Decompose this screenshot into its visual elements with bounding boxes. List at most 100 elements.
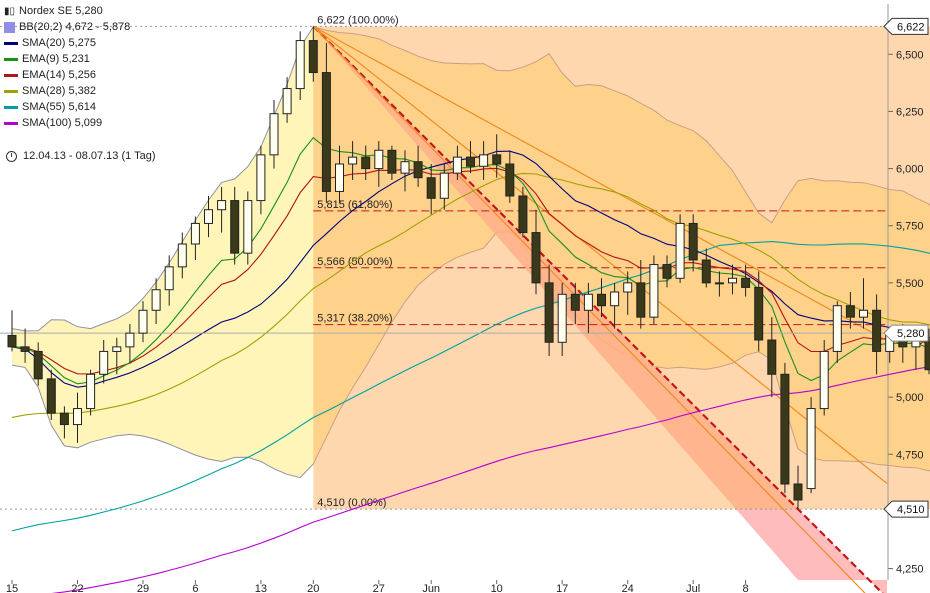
fan-line-1 [313, 25, 888, 342]
candle-body-30 [400, 161, 410, 174]
candle-44 [583, 282, 593, 334]
candle-body-11 [151, 289, 161, 311]
period-info: 12.04.13 - 08.07.13 (1 Tag) [6, 150, 156, 162]
candle-37 [492, 134, 502, 178]
candle-body-62 [819, 350, 829, 410]
clock-icon [6, 150, 17, 162]
candle-body-18 [243, 200, 253, 254]
channel-lower-line [312, 25, 884, 593]
fib-label-0: 6,622 (100.00%) [317, 14, 398, 26]
legend-label-bb: BB(20,2) 4,672 - 5,878 [19, 21, 131, 33]
sma28-line [11, 172, 930, 418]
legend-swatch-bb [4, 21, 15, 33]
x-tick-label-12: 8 [743, 583, 749, 593]
candle-58 [767, 317, 777, 398]
fib-label-3: 5,317 (38.20%) [317, 313, 392, 325]
candle-body-6 [86, 373, 96, 410]
legend-swatch-sma28 [4, 89, 18, 93]
candle-32 [426, 164, 436, 215]
candle-61 [806, 397, 816, 494]
candle-5 [73, 392, 82, 443]
y-tick-label-8: 4,250 [896, 564, 924, 576]
ema14-line [11, 167, 930, 375]
period-label: 12.04.13 - 08.07.13 (1 Tag) [23, 150, 156, 162]
candle-31 [413, 145, 423, 187]
candle-body-57 [754, 286, 764, 341]
candle-55 [728, 264, 737, 295]
candle-body-12 [164, 266, 174, 291]
fib-label-4: 4,510 (0.00%) [317, 497, 386, 509]
candle-56 [741, 264, 751, 297]
candle-body-25 [335, 163, 344, 192]
x-tick-label-5: 20 [307, 583, 319, 593]
legend-sma20[interactable]: SMA(20) 5,275 [4, 35, 130, 51]
candle-53 [701, 248, 711, 288]
candle-body-43 [570, 293, 580, 311]
candle-body-58 [767, 339, 777, 375]
candle-body-37 [492, 154, 502, 165]
candle-body-9 [125, 332, 135, 348]
candle-body-1 [20, 346, 30, 352]
candle-body-22 [295, 40, 305, 90]
candle-50 [662, 255, 672, 288]
fib-label-2: 5,566 (50.00%) [317, 256, 392, 268]
candle-body-50 [662, 264, 672, 279]
legend-sma28[interactable]: SMA(28) 5,382 [4, 83, 130, 99]
legend-sma55[interactable]: SMA(55) 5,614 [4, 99, 130, 115]
candle-65 [859, 278, 868, 329]
y-tick-label-6: 5,000 [896, 392, 924, 404]
candle-body-47 [623, 282, 633, 293]
candle-body-54 [714, 282, 724, 285]
candle-body-35 [466, 156, 475, 167]
x-tick-label-2: 29 [137, 583, 149, 593]
candle-3 [46, 369, 56, 420]
candle-body-26 [348, 156, 358, 165]
candle-22 [295, 31, 305, 100]
legend-ema14[interactable]: EMA(14) 5,256 [4, 67, 130, 83]
candle-body-52 [688, 222, 698, 261]
candle-18 [243, 191, 253, 265]
candle-body-17 [230, 200, 240, 254]
candle-body-8 [112, 346, 122, 352]
fan-line-2 [312, 25, 888, 484]
candle-16 [217, 186, 227, 233]
candle-body-21 [282, 88, 292, 115]
candle-70 [924, 328, 930, 375]
price-tag-label-2: 4,510 [897, 504, 925, 516]
candle-57 [754, 271, 764, 352]
candle-28 [374, 141, 384, 187]
candle-body-32 [426, 177, 436, 199]
candle-47 [623, 271, 633, 315]
legend-swatch-sma100 [4, 121, 18, 125]
legend-bb[interactable]: BB(20,2) 4,672 - 5,878 [4, 19, 130, 35]
legend-ema9[interactable]: EMA(9) 5,231 [4, 51, 130, 67]
chart-legend: ▮▯ Nordex SE 5,280 BB(20,2) 4,672 - 5,87… [4, 3, 130, 131]
candle-48 [636, 260, 646, 329]
candle-35 [466, 141, 475, 174]
candle-2 [33, 342, 43, 386]
legend-label-sma55: SMA(55) 5,614 [22, 101, 96, 113]
sma20-line [11, 150, 930, 388]
candle-40 [531, 209, 541, 295]
candle-body-24 [321, 72, 331, 192]
candle-14 [190, 216, 200, 260]
candle-1 [20, 328, 30, 363]
candle-body-20 [269, 113, 279, 156]
x-tick-label-6: 27 [373, 583, 385, 593]
candle-body-4 [59, 412, 69, 426]
sma55-line [11, 241, 930, 532]
candle-63 [832, 301, 842, 363]
candle-51 [675, 214, 685, 283]
candle-0 [7, 310, 17, 352]
candle-20 [269, 100, 279, 169]
x-tick-label-7: Jun [422, 583, 440, 593]
candle-body-33 [439, 172, 449, 199]
candle-41 [544, 264, 554, 356]
candle-body-65 [859, 309, 868, 318]
legend-sma100[interactable]: SMA(100) 5,099 [4, 115, 130, 131]
candle-body-29 [387, 149, 397, 174]
candle-body-64 [845, 305, 855, 318]
x-tick-label-1: 22 [71, 583, 83, 593]
fib-label-1: 5,815 (61,80%) [317, 199, 392, 211]
